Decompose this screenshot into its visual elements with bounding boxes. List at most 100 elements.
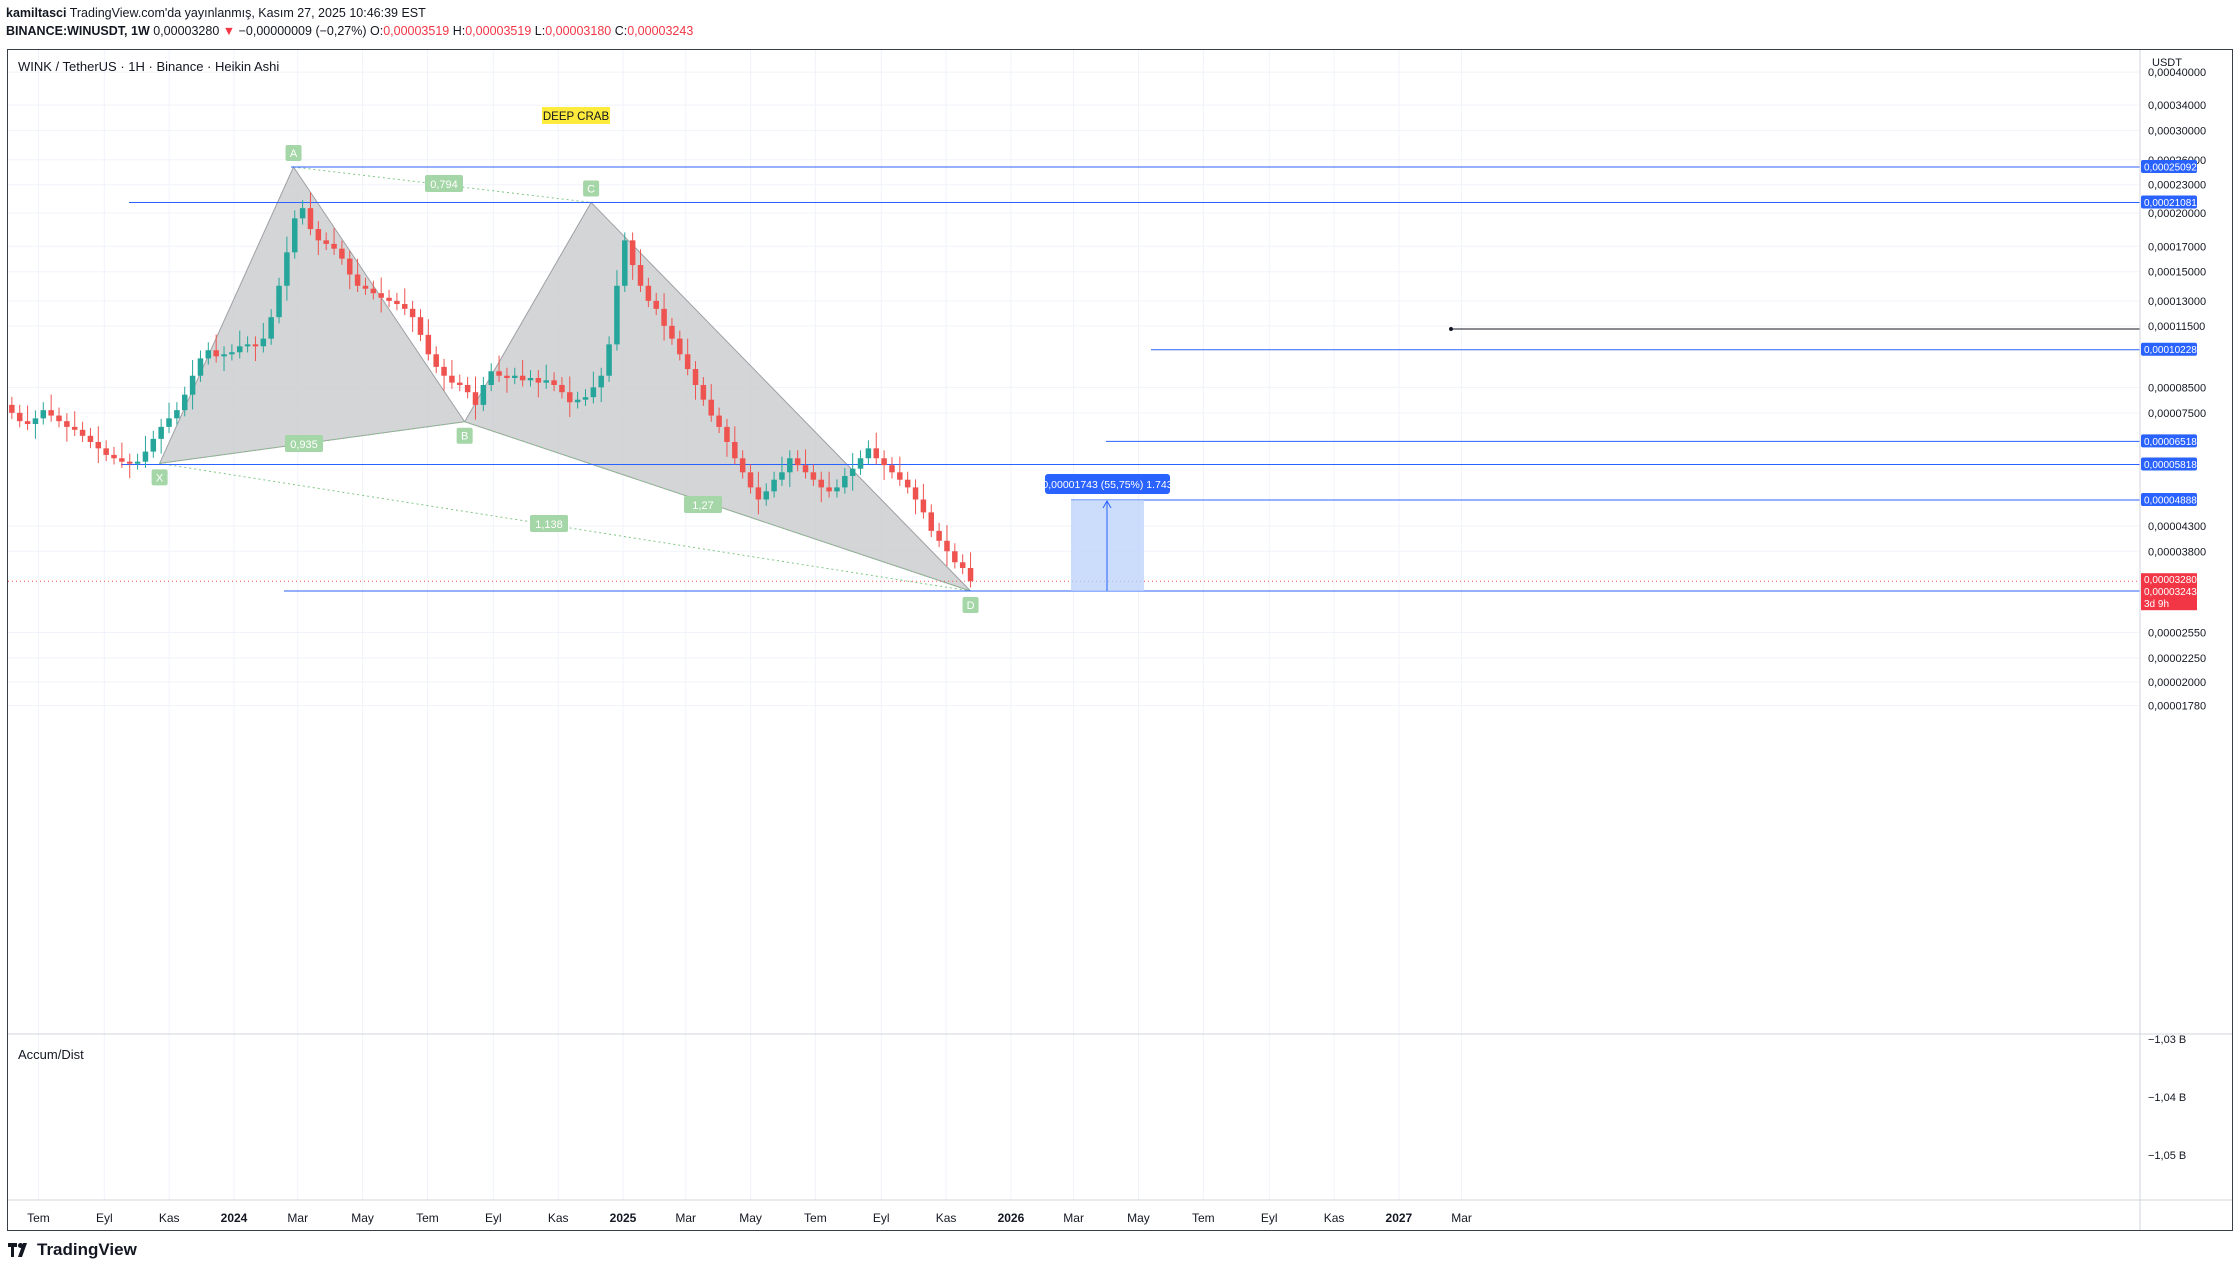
x-tick-label: 2027 <box>1386 1211 1413 1225</box>
candle-body <box>865 448 872 459</box>
x-tick-label: Mar <box>287 1211 308 1225</box>
x-tick-label: 2024 <box>221 1211 248 1225</box>
x-tick-label: 2025 <box>610 1211 637 1225</box>
author-name: kamiltasci <box>6 6 67 20</box>
candle-body <box>763 491 769 500</box>
chart-canvas[interactable]: 0,00001743 (55,75%) 1.743 A C X B D 0,794 0,93… <box>8 50 2233 1231</box>
candle-body <box>567 392 573 403</box>
price-level-label-tag <box>2141 434 2197 448</box>
last-price: 0,00003280 <box>153 24 220 38</box>
candle-body <box>897 472 903 480</box>
candle-body <box>197 358 204 376</box>
candle-body <box>87 435 94 442</box>
candle-body <box>142 451 149 462</box>
ratio-label: 1,138 <box>535 519 563 531</box>
point-label-x-tag[interactable] <box>151 469 168 486</box>
candle-body <box>370 288 377 294</box>
ratio-label: 0,935 <box>290 439 318 451</box>
y-unit-label: USDT <box>2152 57 2182 69</box>
y-tick-label: 0,00011500 <box>2148 321 2205 333</box>
candle-body <box>252 344 259 347</box>
candle-body <box>464 384 471 393</box>
candle-body <box>449 375 455 383</box>
target-measure-tag[interactable] <box>1045 473 1170 494</box>
candle-body <box>457 382 463 385</box>
ratio-label: 0,794 <box>430 179 458 191</box>
candle-body <box>559 384 565 393</box>
x-tick-label: Tem <box>804 1211 827 1225</box>
symbol-description[interactable]: WINK / TetherUS · 1H · Binance · Heikin … <box>18 59 280 74</box>
pattern-labels[interactable]: A C X B D 0,794 0,935 1,138 1,27 DEEP CRAB <box>151 107 979 613</box>
candle-body <box>181 394 188 411</box>
candle-body <box>944 540 950 552</box>
candle-body <box>637 265 644 286</box>
candle-body <box>103 448 109 455</box>
x-tick-label: Eyl <box>1261 1211 1278 1225</box>
y-tick-label: 0,00004300 <box>2148 521 2206 533</box>
candles <box>9 192 974 588</box>
point-label-a-tag[interactable] <box>285 145 302 161</box>
candle-body <box>794 458 801 466</box>
last-price-tag <box>2141 573 2197 611</box>
y-tick-label: 0,00013000 <box>2148 296 2206 308</box>
candle-body <box>574 399 581 403</box>
indicator-tick-label: −1,04 B <box>2148 1092 2186 1104</box>
y-tick-label: 0,00002000 <box>2148 677 2206 689</box>
candle-body <box>802 465 809 473</box>
ticker: BINANCE:WINUSDT, 1W <box>6 24 150 38</box>
candle-body <box>331 243 337 249</box>
y-tick-label: 0,00040000 <box>2148 67 2206 79</box>
candle-body <box>205 350 212 359</box>
candle-body <box>158 426 164 439</box>
target-measure[interactable]: 0,00001743 (55,75%) 1.743 <box>1042 473 1173 591</box>
ray-anchor-dot[interactable] <box>1449 327 1453 331</box>
horizontal-lines[interactable] <box>8 166 2140 592</box>
ratio-label-tag[interactable] <box>530 515 568 532</box>
axes: 0,000400000,000340000,000300000,00026000… <box>8 50 2232 1230</box>
price-level-label: 0,00006518 <box>2144 437 2197 448</box>
y-tick-label: 0,00015000 <box>2148 267 2206 279</box>
candle-body <box>315 229 322 241</box>
candle-body <box>229 352 235 355</box>
point-label-b: B <box>461 431 468 443</box>
candle-body <box>276 285 282 318</box>
x-tick-label: Tem <box>416 1211 439 1225</box>
candle-body <box>111 454 117 459</box>
x-tick-label: May <box>351 1211 374 1225</box>
x-tick-label: 2026 <box>998 1211 1025 1225</box>
close-price-label: 0,00003243 <box>2144 587 2197 598</box>
candle-body <box>936 530 942 541</box>
indicator-name[interactable]: Accum/Dist <box>18 1047 84 1062</box>
candle-body <box>849 468 856 476</box>
candle-body <box>174 410 180 419</box>
tradingview-logo[interactable]: TradingView <box>8 1238 137 1262</box>
chart-header-info: kamiltasci TradingView.com'da yayınlanmı… <box>6 4 693 40</box>
y-tick-label: 0,00020000 <box>2148 208 2206 220</box>
point-label-d-tag[interactable] <box>962 597 979 613</box>
candle-body <box>472 392 479 405</box>
y-tick-label: 0,00030000 <box>2148 126 2206 138</box>
x-tick-label: Kas <box>936 1211 957 1225</box>
ratio-label-tag[interactable] <box>684 496 722 513</box>
candle-body <box>433 354 439 367</box>
candle-body <box>339 248 345 259</box>
ratio-label-tag[interactable] <box>425 175 463 192</box>
candle-body <box>622 240 628 286</box>
last-price-label: 0,00003280 <box>2144 575 2197 586</box>
pattern-annotation-box[interactable] <box>542 107 610 124</box>
y-tick-label: 0,00023000 <box>2148 180 2206 192</box>
candle-body <box>692 369 699 385</box>
bar-countdown-label: 3d 9h <box>2144 599 2169 610</box>
chart-frame[interactable]: 0,00001743 (55,75%) 1.743 A C X B D 0,794 0,93… <box>7 49 2233 1231</box>
candle-body <box>842 475 848 488</box>
point-label-a: A <box>290 148 298 160</box>
point-label-b-tag[interactable] <box>456 427 473 444</box>
x-tick-label: Kas <box>1324 1211 1345 1225</box>
point-label-c-tag[interactable] <box>583 180 600 197</box>
candle-body <box>512 375 518 379</box>
x-tick-label: Eyl <box>96 1211 113 1225</box>
x-tick-label: Mar <box>1451 1211 1472 1225</box>
open-value: 0,00003519 <box>383 24 450 38</box>
ratio-label-tag[interactable] <box>285 435 323 452</box>
candle-body <box>677 338 683 355</box>
